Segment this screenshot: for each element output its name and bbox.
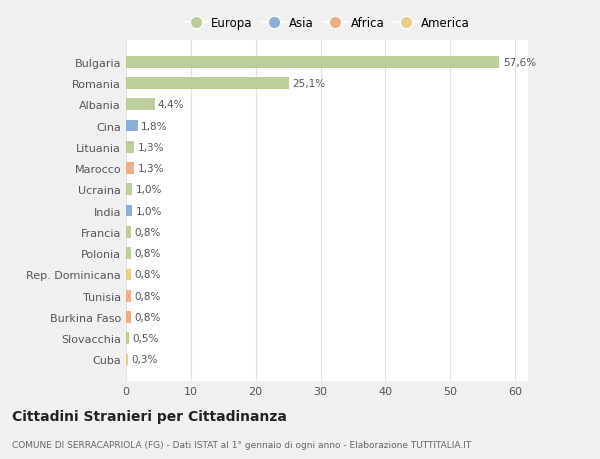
Text: 0,5%: 0,5% — [133, 334, 159, 343]
Bar — [126, 184, 133, 196]
Bar — [126, 354, 128, 365]
Text: 57,6%: 57,6% — [503, 57, 536, 67]
Text: 1,3%: 1,3% — [137, 164, 164, 174]
Bar — [126, 227, 131, 238]
Text: 25,1%: 25,1% — [292, 79, 325, 89]
Text: 1,0%: 1,0% — [136, 206, 162, 216]
Text: 1,0%: 1,0% — [136, 185, 162, 195]
Bar — [126, 248, 131, 259]
Text: 0,8%: 0,8% — [134, 227, 161, 237]
Text: 0,3%: 0,3% — [131, 355, 158, 365]
Text: 1,8%: 1,8% — [141, 121, 167, 131]
Bar — [126, 311, 131, 323]
Text: 0,8%: 0,8% — [134, 291, 161, 301]
Bar — [126, 269, 131, 280]
Text: Cittadini Stranieri per Cittadinanza: Cittadini Stranieri per Cittadinanza — [12, 409, 287, 423]
Text: 4,4%: 4,4% — [158, 100, 184, 110]
Text: 1,3%: 1,3% — [137, 142, 164, 152]
Bar — [126, 290, 131, 302]
Bar — [126, 205, 133, 217]
Bar — [126, 142, 134, 153]
Text: 0,8%: 0,8% — [134, 249, 161, 258]
Bar — [126, 120, 137, 132]
Bar — [126, 333, 129, 344]
Bar — [126, 163, 134, 174]
Legend: Europa, Asia, Africa, America: Europa, Asia, Africa, America — [181, 13, 473, 33]
Bar — [126, 57, 499, 68]
Text: COMUNE DI SERRACAPRIOLA (FG) - Dati ISTAT al 1° gennaio di ogni anno - Elaborazi: COMUNE DI SERRACAPRIOLA (FG) - Dati ISTA… — [12, 441, 471, 449]
Bar — [126, 99, 155, 111]
Text: 0,8%: 0,8% — [134, 312, 161, 322]
Text: 0,8%: 0,8% — [134, 270, 161, 280]
Bar — [126, 78, 289, 90]
